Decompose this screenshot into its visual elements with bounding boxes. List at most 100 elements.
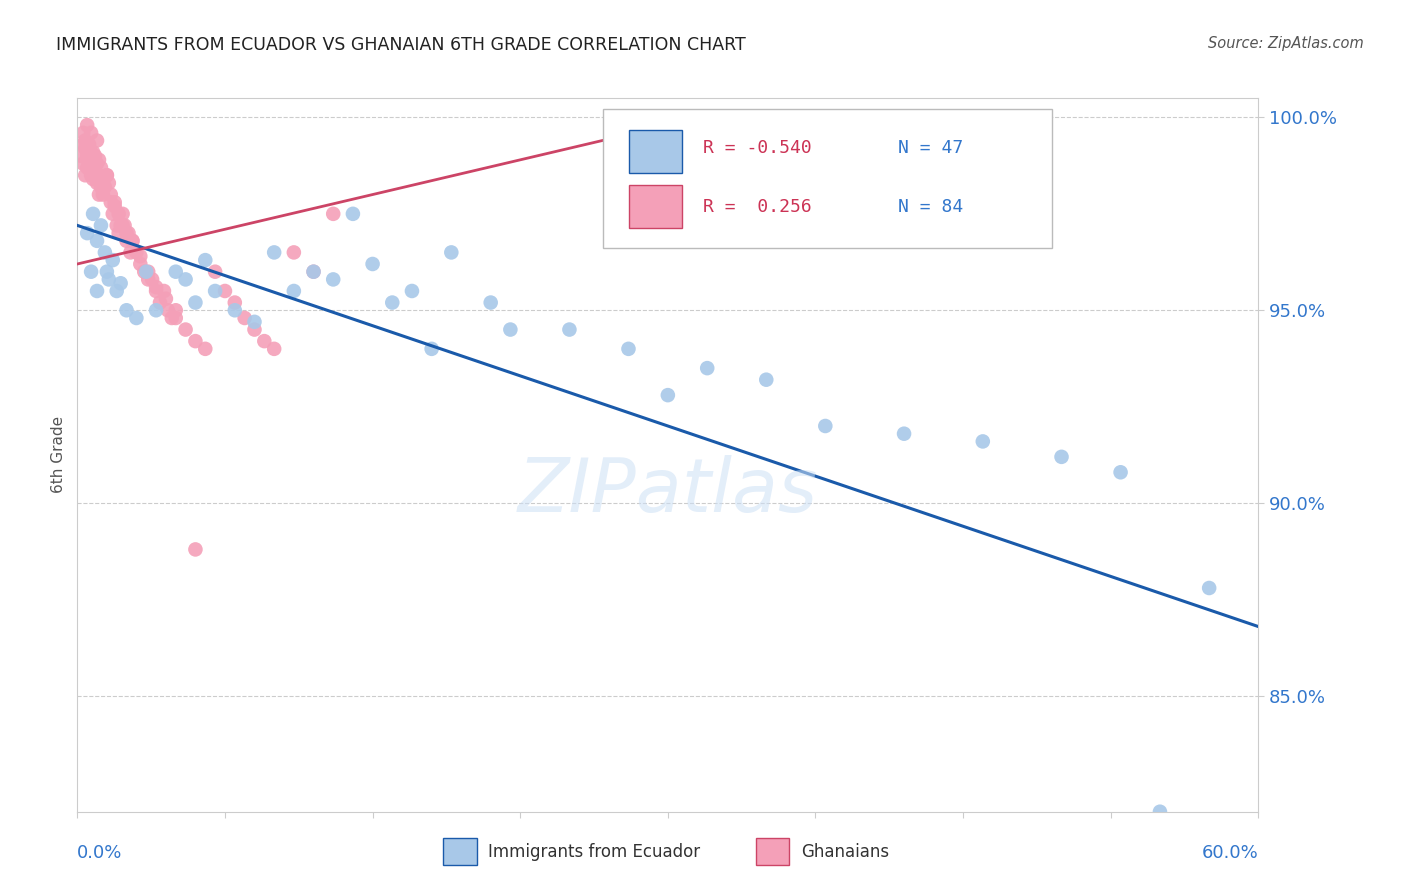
Point [84, 157, 107, 171]
Point [70, 149, 93, 163]
Point [111, 219, 134, 233]
Point [90, 179, 112, 194]
Point [814, 419, 837, 434]
Point [174, 322, 197, 336]
Point [165, 265, 187, 279]
Point [155, 292, 177, 306]
Point [115, 303, 138, 318]
Point [82, 157, 104, 171]
Point [136, 272, 159, 286]
Point [80, 265, 103, 279]
Point [184, 542, 207, 557]
Point [381, 295, 404, 310]
Point [82, 172, 104, 186]
Point [1109, 465, 1132, 479]
Point [120, 245, 142, 260]
Point [165, 310, 187, 325]
Point [86, 284, 108, 298]
Point [114, 219, 136, 233]
Point [204, 284, 226, 298]
Point [263, 342, 285, 356]
Point [87, 153, 110, 167]
Point [322, 207, 344, 221]
Point [121, 234, 143, 248]
Point [283, 284, 305, 298]
Point [322, 272, 344, 286]
Text: 60.0%: 60.0% [1202, 844, 1258, 862]
Point [94, 179, 117, 194]
Bar [628, 186, 682, 228]
Point [263, 245, 285, 260]
Point [111, 207, 134, 221]
Point [100, 195, 122, 210]
Point [90, 161, 112, 175]
Point [233, 310, 256, 325]
Point [72, 137, 94, 152]
Text: R = -0.540: R = -0.540 [703, 139, 813, 157]
Point [101, 207, 124, 221]
Point [972, 434, 994, 449]
Point [136, 265, 159, 279]
Point [80, 126, 103, 140]
Point [117, 226, 139, 240]
Text: 0.0%: 0.0% [77, 844, 122, 862]
Point [121, 234, 143, 248]
Point [100, 187, 122, 202]
Point [893, 426, 915, 441]
Point [302, 265, 325, 279]
Point [194, 253, 217, 268]
Point [141, 272, 163, 286]
Point [224, 303, 246, 318]
FancyBboxPatch shape [603, 109, 1052, 248]
Point [135, 265, 157, 279]
Point [165, 303, 187, 318]
Point [153, 284, 176, 298]
Point [84, 149, 107, 163]
Point [145, 303, 167, 318]
Point [104, 199, 127, 213]
Point [160, 310, 183, 325]
Point [87, 168, 110, 182]
Text: N = 84: N = 84 [898, 198, 963, 216]
Point [105, 284, 128, 298]
Point [184, 295, 207, 310]
Point [184, 334, 207, 348]
Point [86, 234, 108, 248]
Point [129, 257, 152, 271]
Point [72, 126, 94, 140]
Point [479, 295, 502, 310]
Point [77, 153, 100, 167]
Point [558, 322, 581, 336]
Point [75, 134, 97, 148]
Point [125, 245, 148, 260]
Point [107, 226, 129, 240]
Point [76, 149, 98, 163]
Point [145, 280, 167, 294]
Point [76, 226, 98, 240]
Point [243, 315, 266, 329]
Point [107, 207, 129, 221]
Point [617, 342, 640, 356]
Point [115, 234, 138, 248]
Point [96, 265, 118, 279]
Point [499, 322, 522, 336]
Point [696, 361, 718, 376]
Point [80, 145, 103, 160]
Text: R =  0.256: R = 0.256 [703, 198, 813, 216]
Point [82, 207, 104, 221]
Point [86, 134, 108, 148]
Point [440, 245, 463, 260]
Point [76, 161, 98, 175]
Bar [756, 838, 790, 865]
Point [91, 187, 114, 202]
Point [194, 342, 217, 356]
Point [110, 219, 132, 233]
Point [125, 310, 148, 325]
Text: Ghanaians: Ghanaians [801, 843, 890, 861]
Text: ZIPatlas: ZIPatlas [517, 455, 818, 526]
Point [84, 164, 107, 178]
Point [302, 265, 325, 279]
Point [96, 168, 118, 182]
Point [214, 284, 236, 298]
Point [77, 141, 100, 155]
